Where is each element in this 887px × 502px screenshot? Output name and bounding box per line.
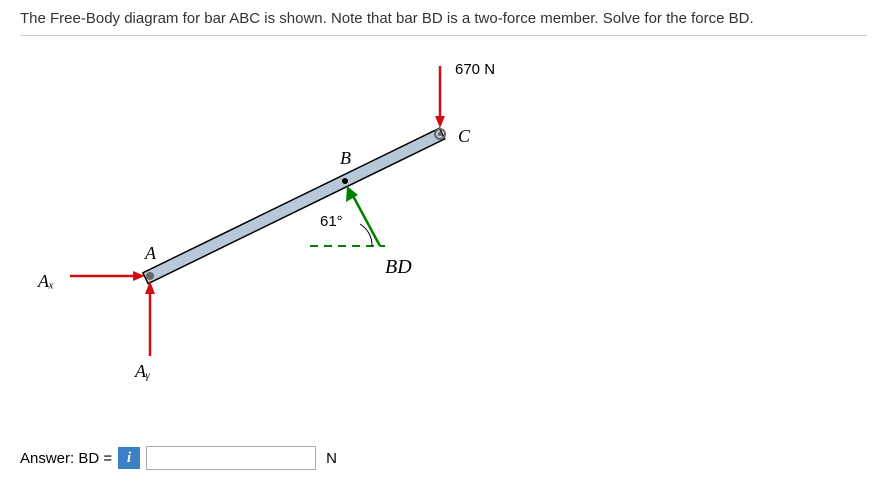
label-bd: BD	[385, 256, 412, 279]
point-b-marker	[342, 178, 348, 184]
fbd-diagram: 670 N C B A Aₓ Aᵧ 61° BD	[20, 46, 520, 426]
answer-unit: N	[326, 450, 337, 467]
answer-label: Answer: BD =	[20, 450, 112, 467]
label-ax: Aₓ	[38, 271, 54, 292]
info-icon[interactable]: i	[118, 447, 140, 469]
answer-row: Answer: BD = i N	[20, 446, 867, 470]
force-bd-arrow	[346, 186, 380, 246]
label-b: B	[340, 148, 351, 169]
reaction-ax-arrow	[70, 271, 145, 281]
hinge-a	[146, 272, 154, 280]
diagram-svg	[20, 46, 520, 426]
force-670n-arrow	[435, 66, 445, 128]
label-angle: 61°	[320, 213, 343, 230]
problem-statement: The Free-Body diagram for bar ABC is sho…	[20, 10, 867, 36]
label-ay: Aᵧ	[135, 361, 150, 382]
label-c: C	[458, 126, 470, 147]
label-a: A	[145, 243, 156, 264]
label-670n: 670 N	[455, 61, 495, 78]
answer-input[interactable]	[146, 446, 316, 470]
reaction-ay-arrow	[145, 281, 155, 356]
hinge-c-inner	[438, 132, 442, 136]
